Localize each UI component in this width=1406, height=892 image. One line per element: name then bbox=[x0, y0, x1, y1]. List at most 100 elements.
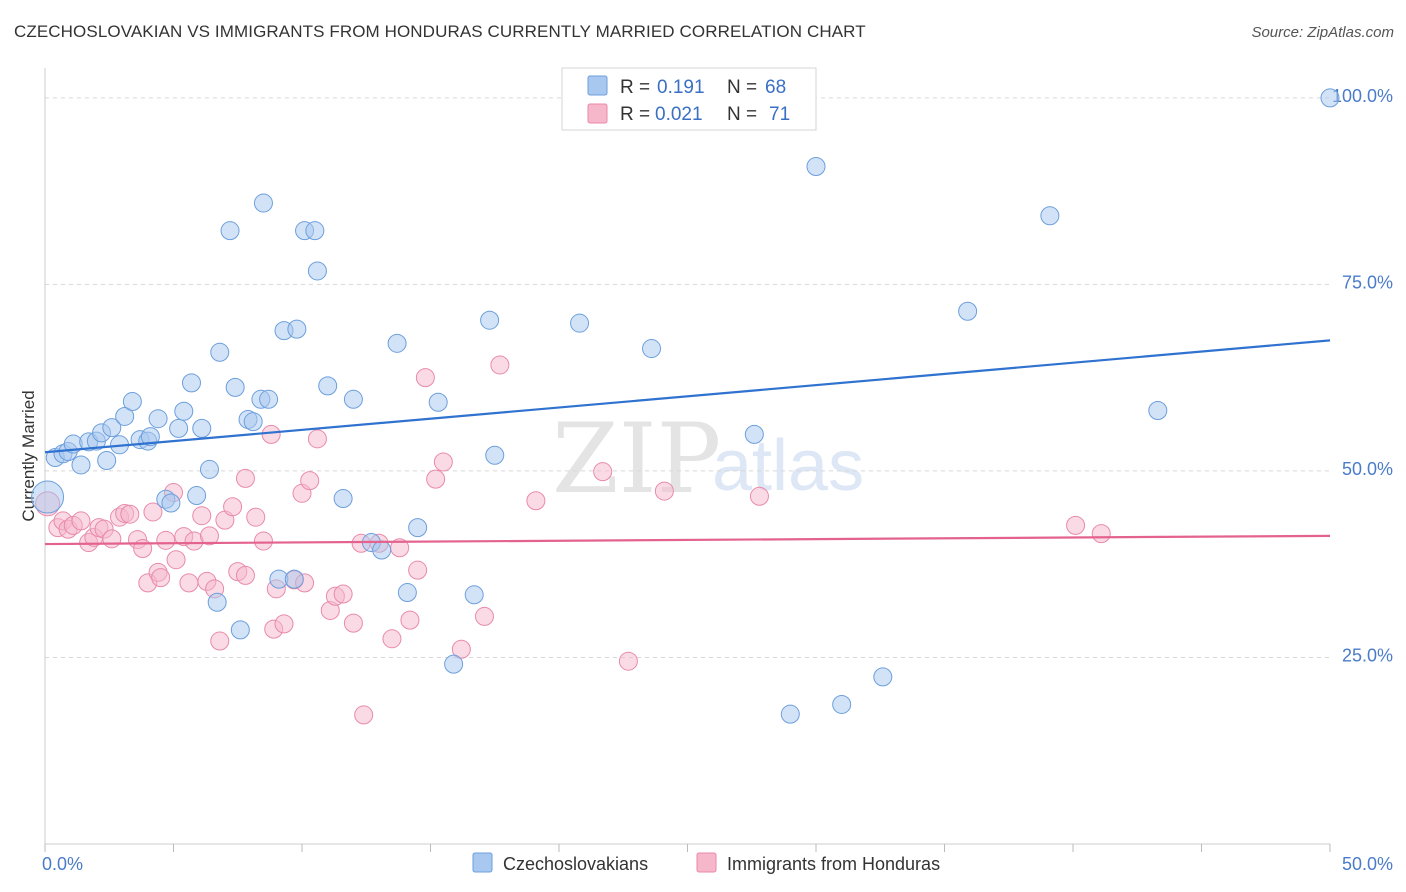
point-blue-0 bbox=[31, 480, 65, 514]
point-pink-26 bbox=[192, 506, 212, 526]
point-pink-62 bbox=[474, 606, 494, 626]
watermark-zip: ZIP bbox=[552, 403, 721, 515]
legend-r-label-2: R = bbox=[620, 104, 650, 125]
point-blue-25 bbox=[199, 459, 219, 479]
point-blue-41 bbox=[305, 221, 325, 241]
trend-lines bbox=[44, 339, 1331, 546]
point-blue-43 bbox=[318, 376, 338, 396]
point-pink-49 bbox=[333, 584, 353, 604]
trend-line-immigrants-from-honduras bbox=[44, 534, 1331, 546]
bottom-legend-swatch-pink bbox=[696, 852, 717, 873]
y-tick-label-3: 100.0% bbox=[1332, 86, 1393, 106]
point-blue-20 bbox=[169, 418, 189, 438]
point-blue-35 bbox=[259, 389, 279, 409]
point-pink-35 bbox=[235, 565, 255, 585]
point-blue-59 bbox=[780, 704, 800, 724]
legend-r-value-2: 0.021 bbox=[655, 104, 703, 125]
legend-n-value-2: 71 bbox=[769, 104, 790, 125]
point-blue-23 bbox=[187, 486, 207, 506]
point-blue-9 bbox=[97, 450, 117, 470]
point-blue-16 bbox=[140, 427, 160, 447]
point-blue-34 bbox=[253, 193, 273, 213]
point-pink-32 bbox=[223, 497, 243, 517]
point-blue-48 bbox=[387, 333, 407, 353]
trend-line-czechoslovakians bbox=[44, 339, 1331, 454]
point-blue-28 bbox=[220, 221, 240, 241]
y-tick-label-1: 50.0% bbox=[1342, 459, 1393, 479]
point-blue-27 bbox=[210, 342, 230, 362]
x-tick-label-1: 50.0% bbox=[1342, 854, 1393, 874]
point-blue-32 bbox=[243, 412, 263, 432]
point-pink-13 bbox=[120, 504, 140, 524]
point-pink-59 bbox=[426, 469, 446, 489]
bottom-legend-label-1: Czechoslovakians bbox=[503, 854, 648, 874]
y-tick-label-2: 75.0% bbox=[1342, 272, 1393, 292]
point-blue-62 bbox=[873, 667, 893, 687]
point-pink-67 bbox=[654, 481, 674, 501]
point-pink-28 bbox=[199, 526, 219, 546]
legend-n-value-1: 68 bbox=[765, 77, 786, 98]
point-pink-57 bbox=[408, 560, 428, 580]
series-immigrants-from-honduras bbox=[35, 355, 1111, 725]
point-pink-37 bbox=[253, 531, 273, 551]
point-blue-61 bbox=[832, 694, 852, 714]
point-blue-39 bbox=[287, 319, 307, 339]
point-blue-60 bbox=[806, 156, 826, 176]
point-blue-63 bbox=[958, 301, 978, 321]
point-pink-20 bbox=[156, 530, 176, 550]
point-blue-47 bbox=[372, 540, 392, 560]
legend-r-value-1: 0.191 bbox=[657, 77, 705, 98]
point-blue-19 bbox=[161, 493, 181, 513]
point-pink-63 bbox=[490, 355, 510, 375]
point-pink-52 bbox=[354, 705, 374, 725]
point-blue-54 bbox=[480, 310, 500, 330]
bottom-legend-label-2: Immigrants from Honduras bbox=[727, 854, 940, 874]
axes bbox=[44, 68, 1331, 852]
legend-swatch-pink bbox=[587, 103, 608, 124]
point-pink-15 bbox=[133, 539, 153, 559]
point-blue-57 bbox=[642, 339, 662, 359]
point-pink-34 bbox=[235, 468, 255, 488]
point-pink-24 bbox=[179, 573, 199, 593]
point-pink-61 bbox=[451, 639, 471, 659]
point-pink-58 bbox=[415, 368, 435, 388]
point-blue-53 bbox=[464, 585, 484, 605]
x-tick-label-0: 0.0% bbox=[42, 854, 83, 874]
point-blue-10 bbox=[102, 418, 122, 438]
y-tick-label-0: 25.0% bbox=[1342, 645, 1393, 665]
point-blue-64 bbox=[1040, 206, 1060, 226]
point-pink-38 bbox=[261, 424, 281, 444]
point-pink-66 bbox=[618, 651, 638, 671]
point-blue-5 bbox=[71, 455, 91, 475]
point-blue-58 bbox=[744, 424, 764, 444]
chart-title: CZECHOSLOVAKIAN VS IMMIGRANTS FROM HONDU… bbox=[14, 22, 866, 41]
point-pink-56 bbox=[400, 610, 420, 630]
watermark-atlas: atlas bbox=[712, 426, 864, 506]
point-pink-10 bbox=[102, 529, 122, 549]
point-blue-51 bbox=[428, 392, 448, 412]
point-blue-21 bbox=[174, 401, 194, 421]
point-pink-46 bbox=[307, 429, 327, 449]
bottom-legend-swatch-blue bbox=[472, 852, 493, 873]
point-pink-60 bbox=[433, 452, 453, 472]
point-blue-56 bbox=[570, 313, 590, 333]
legend-n-label-2: N = bbox=[727, 104, 757, 125]
point-pink-64 bbox=[526, 491, 546, 511]
series-legend: Czechoslovakians Immigrants from Hondura… bbox=[472, 852, 940, 874]
point-blue-50 bbox=[408, 518, 428, 538]
point-blue-30 bbox=[230, 620, 250, 640]
point-blue-45 bbox=[343, 389, 363, 409]
y-tick-labels: 25.0% 50.0% 75.0% 100.0% bbox=[1332, 86, 1393, 666]
point-blue-38 bbox=[284, 569, 304, 589]
point-pink-54 bbox=[382, 629, 402, 649]
point-blue-49 bbox=[397, 583, 417, 603]
point-blue-12 bbox=[115, 406, 135, 426]
point-pink-65 bbox=[593, 462, 613, 482]
point-pink-36 bbox=[246, 507, 266, 527]
point-blue-26 bbox=[207, 592, 227, 612]
point-pink-41 bbox=[274, 614, 294, 634]
point-blue-66 bbox=[1320, 88, 1340, 108]
y-axis-label: Currently Married bbox=[19, 390, 38, 521]
point-pink-17 bbox=[143, 502, 163, 522]
correlation-legend: R = 0.191 N = 68 R = 0.021 N = 71 bbox=[561, 67, 817, 131]
